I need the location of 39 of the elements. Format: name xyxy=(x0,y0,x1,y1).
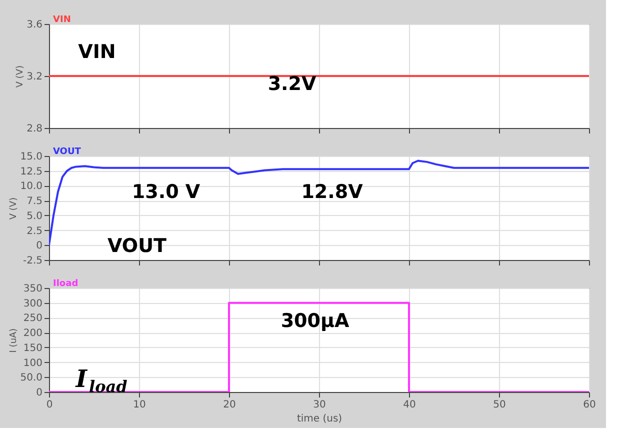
y-tick-label: 2.5 xyxy=(26,226,42,237)
y-tick-label: 50.0 xyxy=(20,372,42,384)
text: VIN xyxy=(53,15,71,25)
y-tick-label: 250 xyxy=(23,313,42,324)
x-tick-label: 0 xyxy=(46,400,53,410)
annotation: 13.0 V xyxy=(132,181,200,203)
x-axis-title: time (us) xyxy=(296,414,342,424)
y-axis-title: I (uA) xyxy=(9,328,20,353)
y-tick-label: 2.8 xyxy=(26,124,42,134)
series-label: VOUT xyxy=(53,147,82,157)
text: Iload xyxy=(53,279,78,289)
y-tick-label: 12.5 xyxy=(20,166,42,178)
x-tick-label: 60 xyxy=(583,400,596,410)
y-tick-label: 100 xyxy=(23,358,42,369)
x-tick-label: 30 xyxy=(313,400,326,410)
y-tick-label: 350 xyxy=(23,284,42,294)
x-tick-label: 40 xyxy=(403,400,416,410)
y-tick-label: 200 xyxy=(23,328,42,340)
x-tick-label: 50 xyxy=(493,400,506,410)
x-tick-label: 10 xyxy=(133,400,146,410)
annotation: VIN xyxy=(78,41,116,63)
x-tick-label: 20 xyxy=(223,400,236,410)
y-tick-label: 300 xyxy=(23,298,42,310)
annotation: VOUT xyxy=(108,235,166,257)
y-tick-label: 3.2 xyxy=(26,72,42,82)
y-tick-label: 7.5 xyxy=(26,196,42,208)
y-tick-label: 15.0 xyxy=(20,152,42,162)
y-axis-title: V (V) xyxy=(9,197,20,220)
y-tick-label: 5.0 xyxy=(26,210,42,222)
y-axis-title: V (V) xyxy=(16,65,26,88)
y-tick-label: -2.5 xyxy=(22,256,42,266)
y-tick-label: 150 xyxy=(23,342,42,354)
annotation: 300μA xyxy=(280,310,350,332)
y-tick-label: 0 xyxy=(36,240,42,252)
y-tick-label: 0 xyxy=(36,388,42,398)
annotation: 3.2V xyxy=(268,73,316,95)
y-tick-label: 3.6 xyxy=(26,20,42,30)
annotation: 12.8V xyxy=(301,181,364,203)
y-tick-label: 10.0 xyxy=(20,181,42,192)
